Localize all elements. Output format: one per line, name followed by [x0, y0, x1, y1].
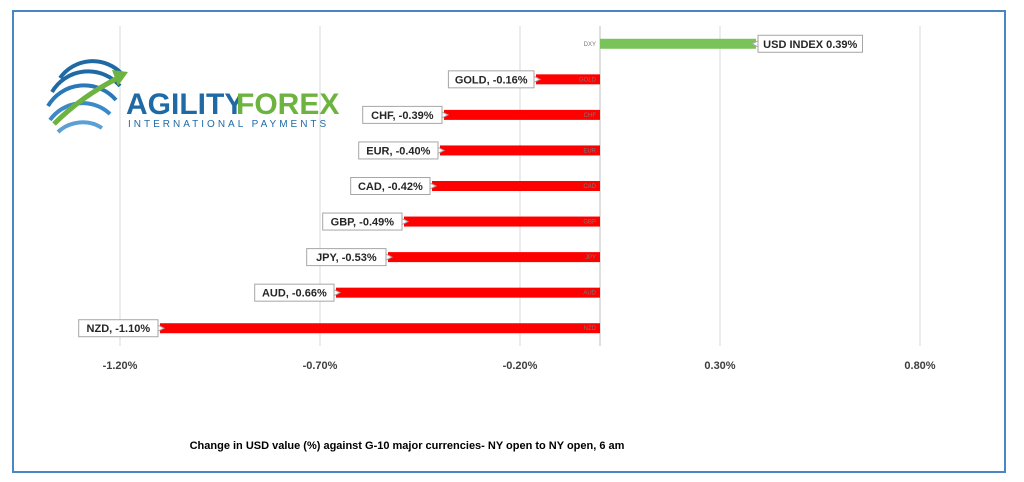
data-label-callout: CHF, -0.39% [362, 105, 450, 124]
category-label: NZD [584, 326, 597, 332]
globe-icon [46, 59, 128, 134]
x-tick-label: -0.20% [503, 360, 538, 372]
data-label: GOLD, -0.16% [455, 74, 528, 86]
company-logo: AGILITY FOREX INTERNATIONAL PAYMENTS [46, 59, 339, 134]
logo-brand-b: FOREX [236, 88, 339, 121]
callout-pointer [401, 217, 410, 226]
data-label-callout: GOLD, -0.16% [447, 70, 542, 89]
x-tick-label: -0.70% [303, 360, 338, 372]
bar-gbp [404, 216, 600, 227]
x-tick-label: 0.80% [904, 360, 935, 372]
callout-pointer [385, 253, 394, 261]
logo-tagline: INTERNATIONAL PAYMENTS [128, 119, 329, 130]
data-label: NZD, -1.10% [87, 323, 151, 335]
data-label: USD INDEX 0.39% [763, 39, 857, 51]
category-label: EUR [583, 148, 596, 154]
data-label: AUD, -0.66% [262, 288, 327, 300]
bars [160, 38, 756, 334]
bar-dxy [600, 38, 756, 49]
data-label-callout: JPY, -0.53% [306, 248, 394, 267]
data-label: EUR, -0.40% [366, 145, 430, 157]
callout-pointer [533, 75, 542, 84]
category-label: JPY [585, 255, 596, 261]
data-label-callout: CAD, -0.42% [350, 177, 438, 195]
bar-chf [444, 109, 600, 120]
x-tick-label: -1.20% [103, 360, 138, 372]
bar-cad [432, 181, 600, 191]
data-label: JPY, -0.53% [316, 252, 377, 264]
x-tick-labels: -1.20% -0.70% -0.20% 0.30% 0.80% [103, 360, 936, 372]
logo-brand-a: AGILITY [126, 88, 244, 121]
category-label: DXY [584, 42, 596, 48]
bar-jpy [388, 252, 600, 263]
category-label: GOLD [579, 77, 597, 83]
data-label-callout: USD INDEX 0.39% [750, 34, 863, 53]
callout-pointer [157, 324, 166, 333]
callout-pointer [441, 111, 450, 119]
data-label-callout: AUD, -0.66% [254, 283, 342, 302]
data-label: GBP, -0.49% [331, 217, 395, 229]
callout-pointer [750, 39, 759, 48]
bar-eur [440, 145, 600, 156]
category-label: AUD [583, 291, 596, 297]
callout-pointer [333, 288, 342, 297]
callout-pointer [437, 146, 446, 155]
data-labels: DXY USD INDEX 0.39% GOLD GOLD, -0.16% CHF CHF… [78, 34, 863, 338]
callout-pointer [429, 182, 438, 190]
data-label-callout: EUR, -0.40% [358, 141, 446, 160]
data-label-callout: NZD, -1.10% [78, 319, 166, 338]
category-label: CAD [583, 184, 596, 190]
bar-nzd [160, 323, 600, 334]
bar-gold [536, 74, 600, 85]
data-label-callout: GBP, -0.49% [322, 212, 410, 231]
category-label: CHF [584, 113, 597, 119]
x-tick-label: 0.30% [704, 360, 735, 372]
chart-frame [12, 10, 1006, 473]
chart-caption: Change in USD value (%) against G-10 maj… [189, 440, 625, 452]
data-label: CHF, -0.39% [371, 110, 434, 122]
data-label: CAD, -0.42% [358, 181, 423, 193]
category-label: GBP [583, 220, 596, 226]
bar-aud [336, 287, 600, 298]
